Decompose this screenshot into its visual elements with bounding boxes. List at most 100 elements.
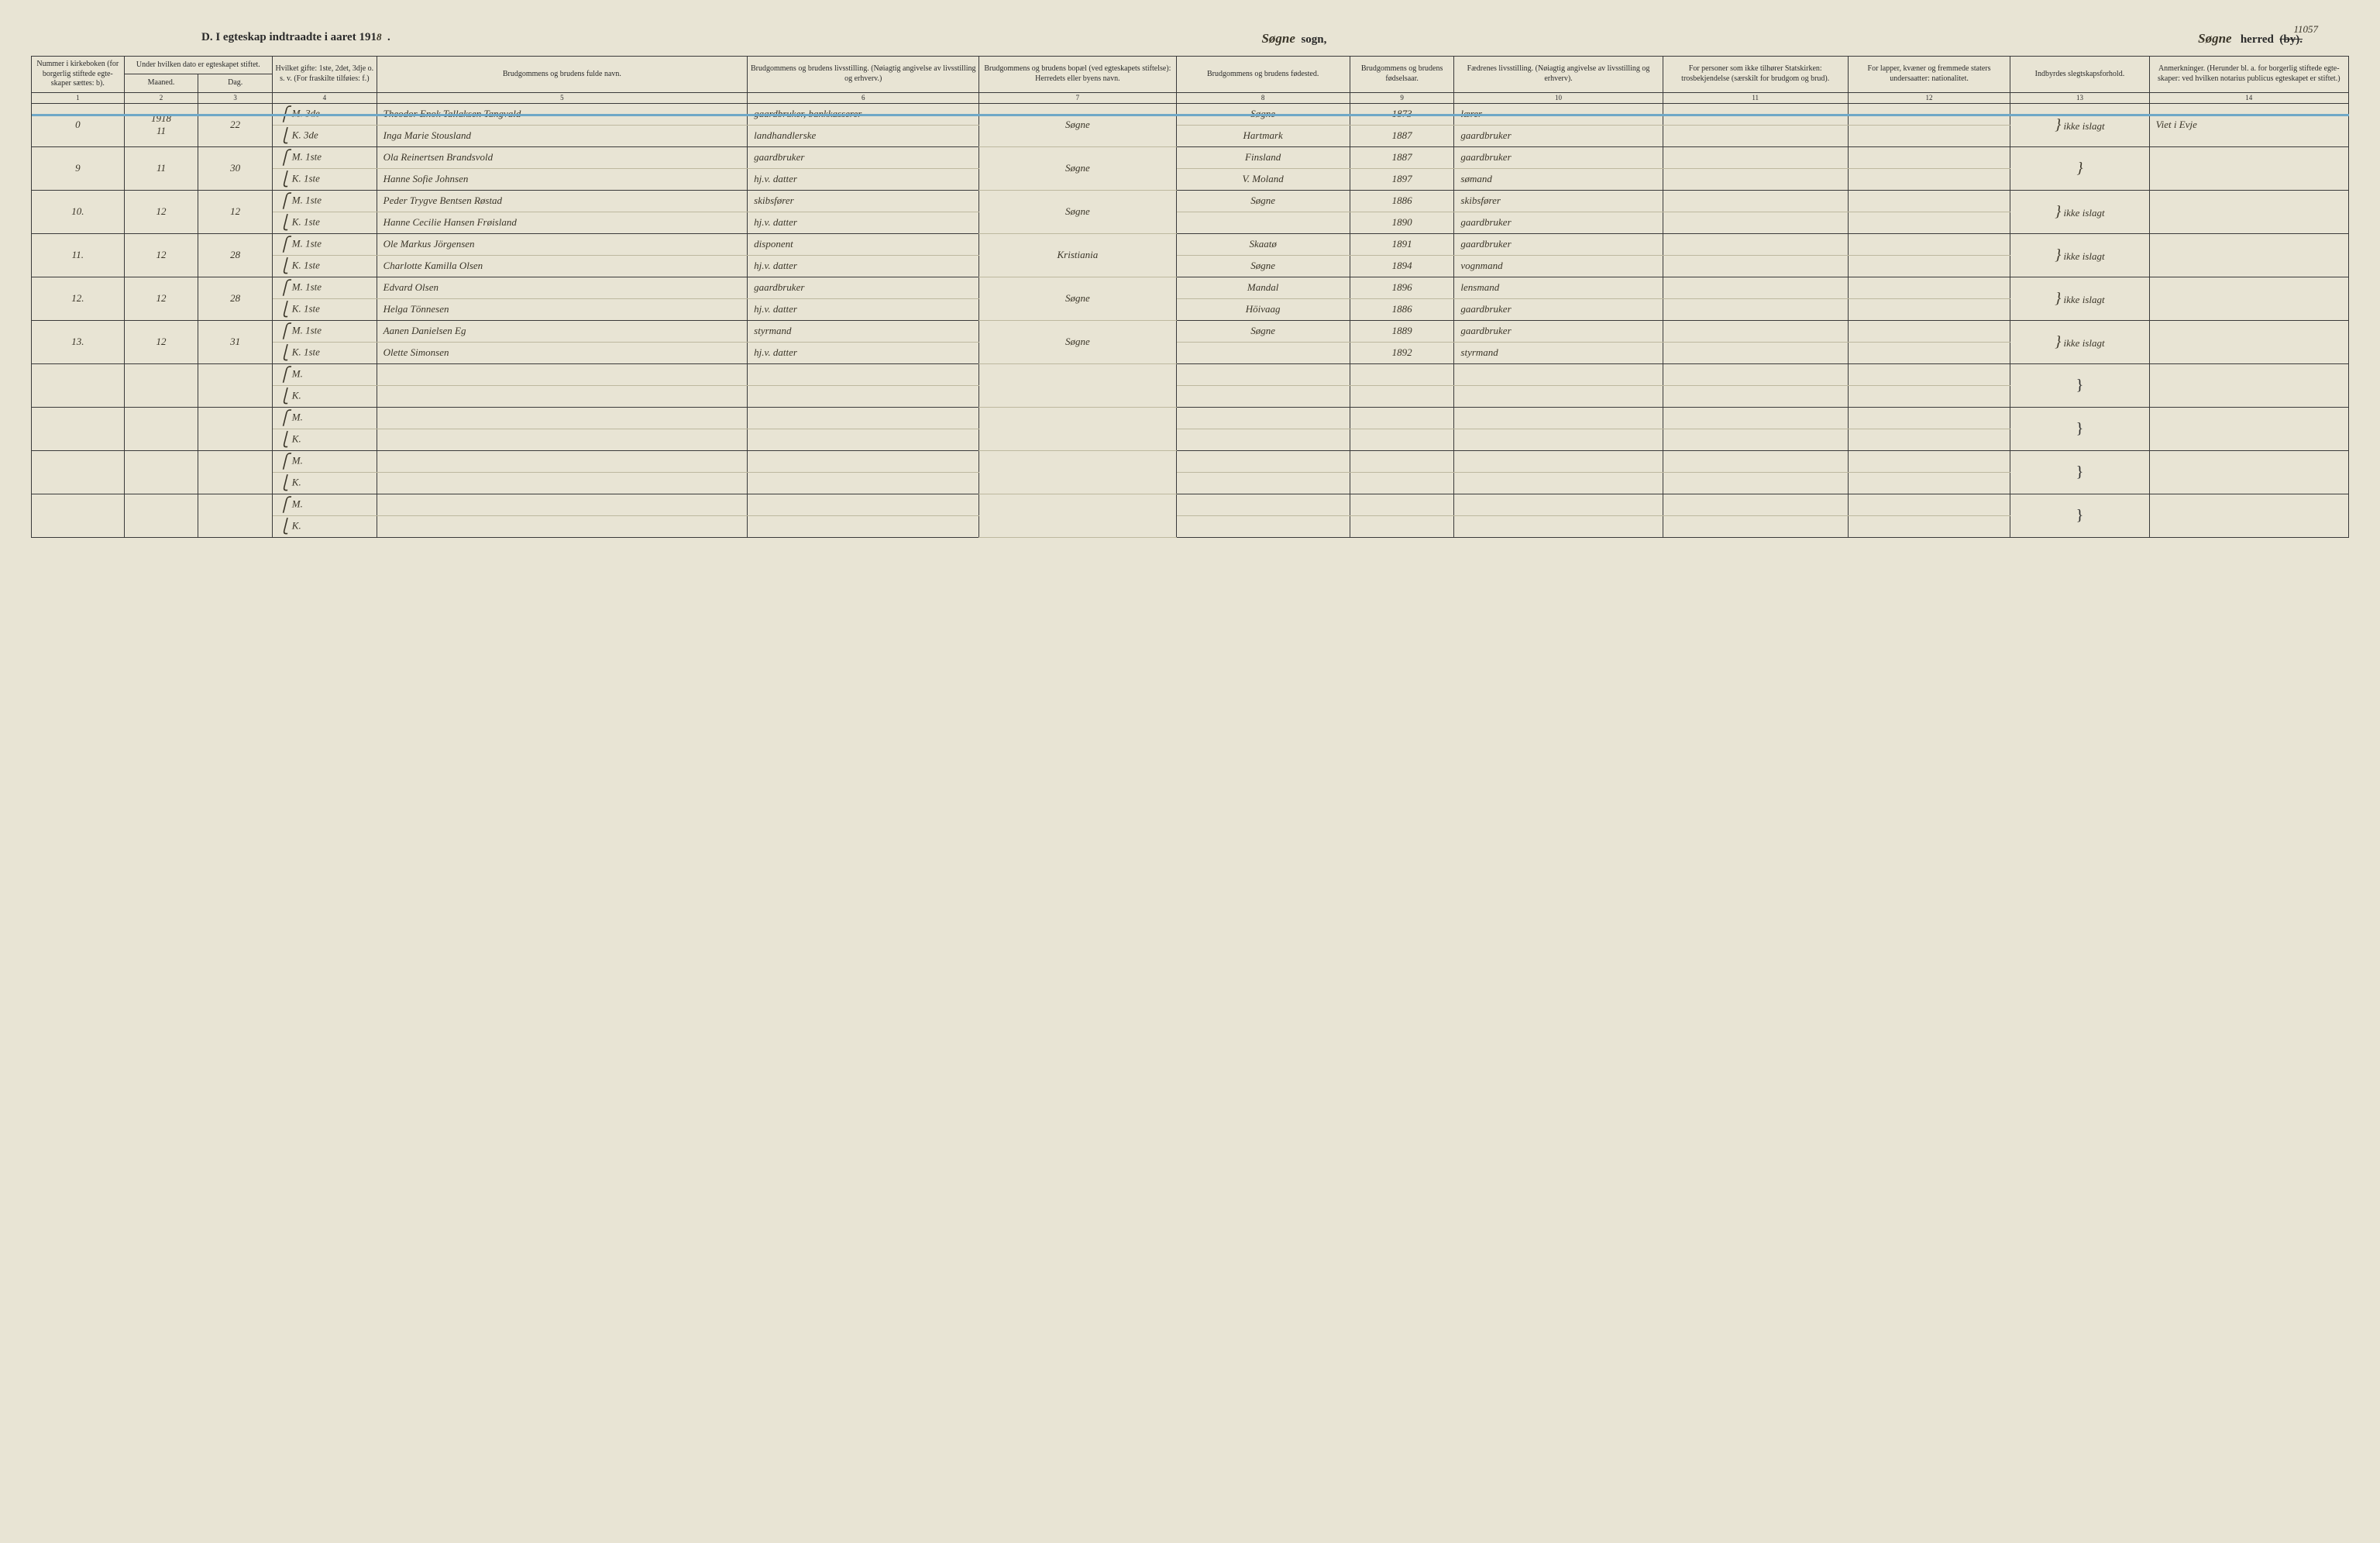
fodested-k: Höivaag <box>1176 298 1350 320</box>
colnum: 12 <box>1848 92 2010 103</box>
mk-blank: ⎧ M. <box>273 494 377 515</box>
page-number: 11057 <box>2293 23 2318 36</box>
fodested-m: Finsland <box>1176 146 1350 168</box>
colnum: 10 <box>1454 92 1663 103</box>
gifte-m: ⎧ M. 1ste <box>273 190 377 212</box>
blank <box>2149 363 2348 407</box>
col-12: Indbyrdes slegtskapsforhold. <box>2010 57 2149 93</box>
nat-k <box>1848 342 2010 363</box>
slegtskap: } <box>2010 146 2149 190</box>
blank <box>1848 429 2010 450</box>
gifte-k: ⎩ K. 1ste <box>273 168 377 190</box>
navn-k: Inga Marie Stousland <box>377 125 748 146</box>
heading-left: D. I egteskap indtraadte i aaret 1918 . <box>201 31 390 46</box>
blank <box>1176 385 1350 407</box>
entry-row-m: 91130⎧ M. 1steOla Reinertsen Brandsvoldg… <box>32 146 2349 168</box>
col-11: For lapper, kvæner og fremmede staters u… <box>1848 57 2010 93</box>
stilling-k: hj.v. datter <box>748 342 979 363</box>
blank <box>748 363 979 385</box>
colnum: 3 <box>198 92 273 103</box>
gifte-k: ⎩ K. 1ste <box>273 212 377 233</box>
colnum: 9 <box>1350 92 1454 103</box>
nat-m <box>1848 146 2010 168</box>
stilling-k: hj.v. datter <box>748 212 979 233</box>
blank <box>124 450 198 494</box>
blank-row: ⎩ K. <box>32 429 2349 450</box>
nat-m <box>1848 233 2010 255</box>
blank <box>2149 450 2348 494</box>
aar-m: 1887 <box>1350 146 1454 168</box>
blank <box>377 429 748 450</box>
tros-k <box>1663 168 1848 190</box>
blank-row: ⎧ M.} <box>32 450 2349 472</box>
heading-sogn: Søgne sogn, <box>1261 31 1326 46</box>
blank <box>1454 472 1663 494</box>
blank <box>32 494 125 537</box>
blank <box>748 429 979 450</box>
aar-k: 1890 <box>1350 212 1454 233</box>
blank <box>1848 472 2010 494</box>
blank <box>1350 363 1454 385</box>
mk-blank: ⎧ M. <box>273 363 377 385</box>
aar-k: 1892 <box>1350 342 1454 363</box>
blank <box>1454 363 1663 385</box>
col-3: Hvilket gifte: 1ste, 2det, 3dje o. s. v.… <box>273 57 377 93</box>
blank-row: ⎩ K. <box>32 472 2349 494</box>
slegtskap: } ikke islagt <box>2010 320 2149 363</box>
colnum: 8 <box>1176 92 1350 103</box>
fader-m: gaardbruker <box>1454 146 1663 168</box>
blank-row: ⎧ M.} <box>32 494 2349 515</box>
sogn-name: Søgne <box>1261 31 1295 46</box>
fader-k: sømand <box>1454 168 1663 190</box>
fodested-k <box>1176 342 1350 363</box>
blank <box>377 494 748 515</box>
fader-k: gaardbruker <box>1454 125 1663 146</box>
blank <box>1176 450 1350 472</box>
blank <box>377 450 748 472</box>
gifte-m: ⎧ M. 1ste <box>273 233 377 255</box>
entry-row-m: 10.1212⎧ M. 1stePeder Trygve Bentsen Røs… <box>32 190 2349 212</box>
maaned: 12 <box>124 190 198 233</box>
blank <box>979 494 1176 537</box>
blank <box>1176 429 1350 450</box>
stilling-m: gaardbruker <box>748 146 979 168</box>
colnum: 11 <box>1663 92 1848 103</box>
blank-row: ⎩ K. <box>32 515 2349 537</box>
fodested-m: Søgne <box>1176 190 1350 212</box>
blank <box>748 385 979 407</box>
blank <box>1663 450 1848 472</box>
col-2a: Maaned. <box>124 74 198 92</box>
tros-m <box>1663 233 1848 255</box>
blank <box>2149 494 2348 537</box>
blank <box>1176 515 1350 537</box>
entry-row-k: ⎩ K. 1steHanne Sofie Johnsenhj.v. datter… <box>32 168 2349 190</box>
nat-k <box>1848 212 2010 233</box>
colnum: 4 <box>273 92 377 103</box>
gifte-k: ⎩ K. 1ste <box>273 342 377 363</box>
aar-k: 1897 <box>1350 168 1454 190</box>
blank <box>1350 385 1454 407</box>
col-13: Anmerkninger. (Herunder bl. a. for borge… <box>2149 57 2348 93</box>
nat-k <box>1848 255 2010 277</box>
blank <box>1350 429 1454 450</box>
colnum: 6 <box>748 92 979 103</box>
gifte-k: ⎩ K. 1ste <box>273 255 377 277</box>
blank <box>1454 515 1663 537</box>
slegtskap: } ikke islagt <box>2010 233 2149 277</box>
blank <box>1454 494 1663 515</box>
tros-k <box>1663 298 1848 320</box>
fader-m: gaardbruker <box>1454 233 1663 255</box>
col-1: Nummer i kirke­boken (for bor­gerlig sti… <box>32 57 125 93</box>
maaned: 12 <box>124 320 198 363</box>
fodested-k: Søgne <box>1176 255 1350 277</box>
slegtskap: } ikke islagt <box>2010 103 2149 146</box>
fader-k: vognmand <box>1454 255 1663 277</box>
col-2: Under hvilken dato er egte­skapet stifte… <box>124 57 272 74</box>
col-9: Fædrenes livsstilling. (Nøiagtig angivel… <box>1454 57 1663 93</box>
herred-name: Søgne <box>2198 31 2231 46</box>
navn-k: Helga Tönnesen <box>377 298 748 320</box>
col-7: Brudgommens og brudens fødested. <box>1176 57 1350 93</box>
blank <box>1350 407 1454 429</box>
blank-row: ⎧ M.} <box>32 407 2349 429</box>
blank <box>1848 385 2010 407</box>
